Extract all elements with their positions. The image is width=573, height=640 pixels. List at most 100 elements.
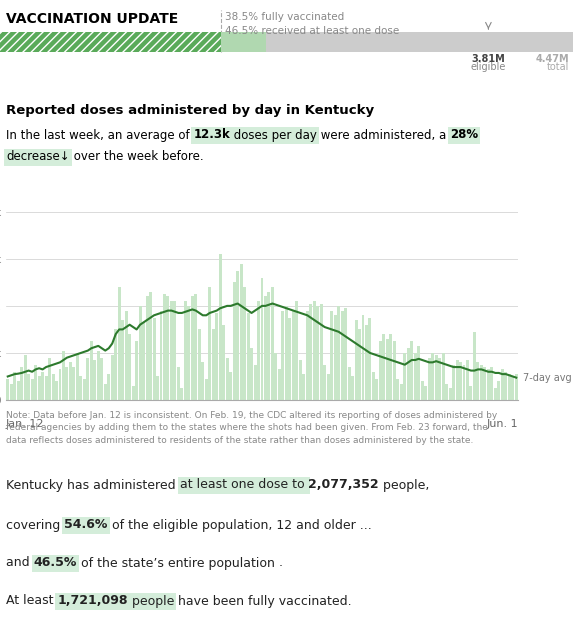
- Bar: [13, 372, 16, 400]
- Text: Jun. 1: Jun. 1: [486, 419, 518, 429]
- Bar: [135, 341, 138, 400]
- Bar: [323, 365, 326, 400]
- Bar: [0, 32, 221, 52]
- Bar: [142, 323, 145, 400]
- Bar: [515, 374, 518, 400]
- Bar: [382, 334, 386, 400]
- Bar: [254, 365, 257, 400]
- Bar: [452, 365, 455, 400]
- Bar: [41, 372, 44, 400]
- Text: VACCINATION UPDATE: VACCINATION UPDATE: [6, 12, 178, 26]
- Bar: [462, 365, 465, 400]
- Bar: [32, 554, 79, 572]
- Bar: [438, 358, 441, 400]
- Bar: [459, 362, 462, 400]
- Bar: [448, 127, 480, 143]
- Bar: [355, 320, 358, 400]
- Bar: [313, 301, 316, 400]
- Text: were administered, a: were administered, a: [317, 129, 450, 141]
- Bar: [10, 383, 13, 400]
- Bar: [246, 313, 250, 400]
- Bar: [351, 376, 354, 400]
- Bar: [261, 278, 264, 400]
- Bar: [201, 362, 204, 400]
- Bar: [80, 376, 83, 400]
- Bar: [295, 301, 299, 400]
- Text: of the state’s entire population: of the state’s entire population: [77, 557, 275, 570]
- Bar: [233, 282, 236, 400]
- Bar: [125, 310, 128, 400]
- Bar: [177, 367, 180, 400]
- Bar: [445, 383, 448, 400]
- Bar: [107, 374, 110, 400]
- Bar: [337, 306, 340, 400]
- Bar: [48, 358, 51, 400]
- Bar: [372, 372, 375, 400]
- Bar: [456, 360, 458, 400]
- Bar: [170, 301, 173, 400]
- Bar: [55, 381, 58, 400]
- Text: people,: people,: [379, 479, 429, 492]
- Bar: [72, 367, 76, 400]
- Bar: [274, 353, 277, 400]
- Bar: [407, 348, 410, 400]
- Text: Kentucky has administered: Kentucky has administered: [6, 479, 179, 492]
- Bar: [427, 358, 431, 400]
- Bar: [333, 316, 336, 400]
- Bar: [38, 376, 41, 400]
- Bar: [6, 379, 9, 400]
- Bar: [358, 330, 361, 400]
- Bar: [27, 374, 30, 400]
- Bar: [100, 358, 103, 400]
- Bar: [69, 362, 72, 400]
- Bar: [480, 365, 483, 400]
- Text: 46.5% received at least one dose: 46.5% received at least one dose: [225, 26, 399, 36]
- Bar: [65, 367, 68, 400]
- Bar: [344, 308, 347, 400]
- Bar: [285, 306, 288, 400]
- Bar: [34, 365, 37, 400]
- Text: at least one dose to: at least one dose to: [179, 479, 308, 492]
- Bar: [58, 369, 61, 400]
- Bar: [243, 287, 246, 400]
- Text: eligible: eligible: [470, 62, 506, 72]
- Bar: [184, 301, 187, 400]
- Bar: [431, 353, 434, 400]
- Bar: [180, 388, 183, 400]
- Bar: [400, 383, 403, 400]
- Bar: [365, 324, 368, 400]
- Text: Reported doses administered by day in Kentucky: Reported doses administered by day in Ke…: [6, 104, 374, 117]
- Bar: [292, 310, 295, 400]
- Bar: [421, 381, 423, 400]
- Bar: [250, 348, 253, 400]
- Bar: [174, 301, 176, 400]
- Bar: [320, 303, 323, 400]
- Bar: [266, 32, 573, 52]
- Bar: [281, 310, 284, 400]
- Bar: [178, 477, 310, 493]
- Bar: [271, 287, 274, 400]
- Text: 54.6%: 54.6%: [64, 518, 108, 531]
- Text: over the week before.: over the week before.: [70, 150, 203, 163]
- Text: 3.81M: 3.81M: [472, 54, 505, 64]
- Bar: [20, 367, 23, 400]
- Bar: [330, 310, 333, 400]
- Text: 12.3k: 12.3k: [193, 129, 230, 141]
- Bar: [205, 379, 208, 400]
- Bar: [215, 313, 218, 400]
- Bar: [288, 317, 291, 400]
- Bar: [62, 516, 109, 534]
- Bar: [487, 369, 490, 400]
- Text: and: and: [6, 557, 34, 570]
- Bar: [240, 264, 242, 400]
- Text: total: total: [547, 62, 569, 72]
- Bar: [303, 374, 305, 400]
- Bar: [62, 351, 65, 400]
- Bar: [194, 294, 197, 400]
- Bar: [327, 374, 329, 400]
- Bar: [508, 374, 511, 400]
- Text: 2,077,352: 2,077,352: [308, 479, 379, 492]
- Bar: [4, 148, 72, 166]
- Bar: [219, 254, 222, 400]
- Bar: [114, 330, 117, 400]
